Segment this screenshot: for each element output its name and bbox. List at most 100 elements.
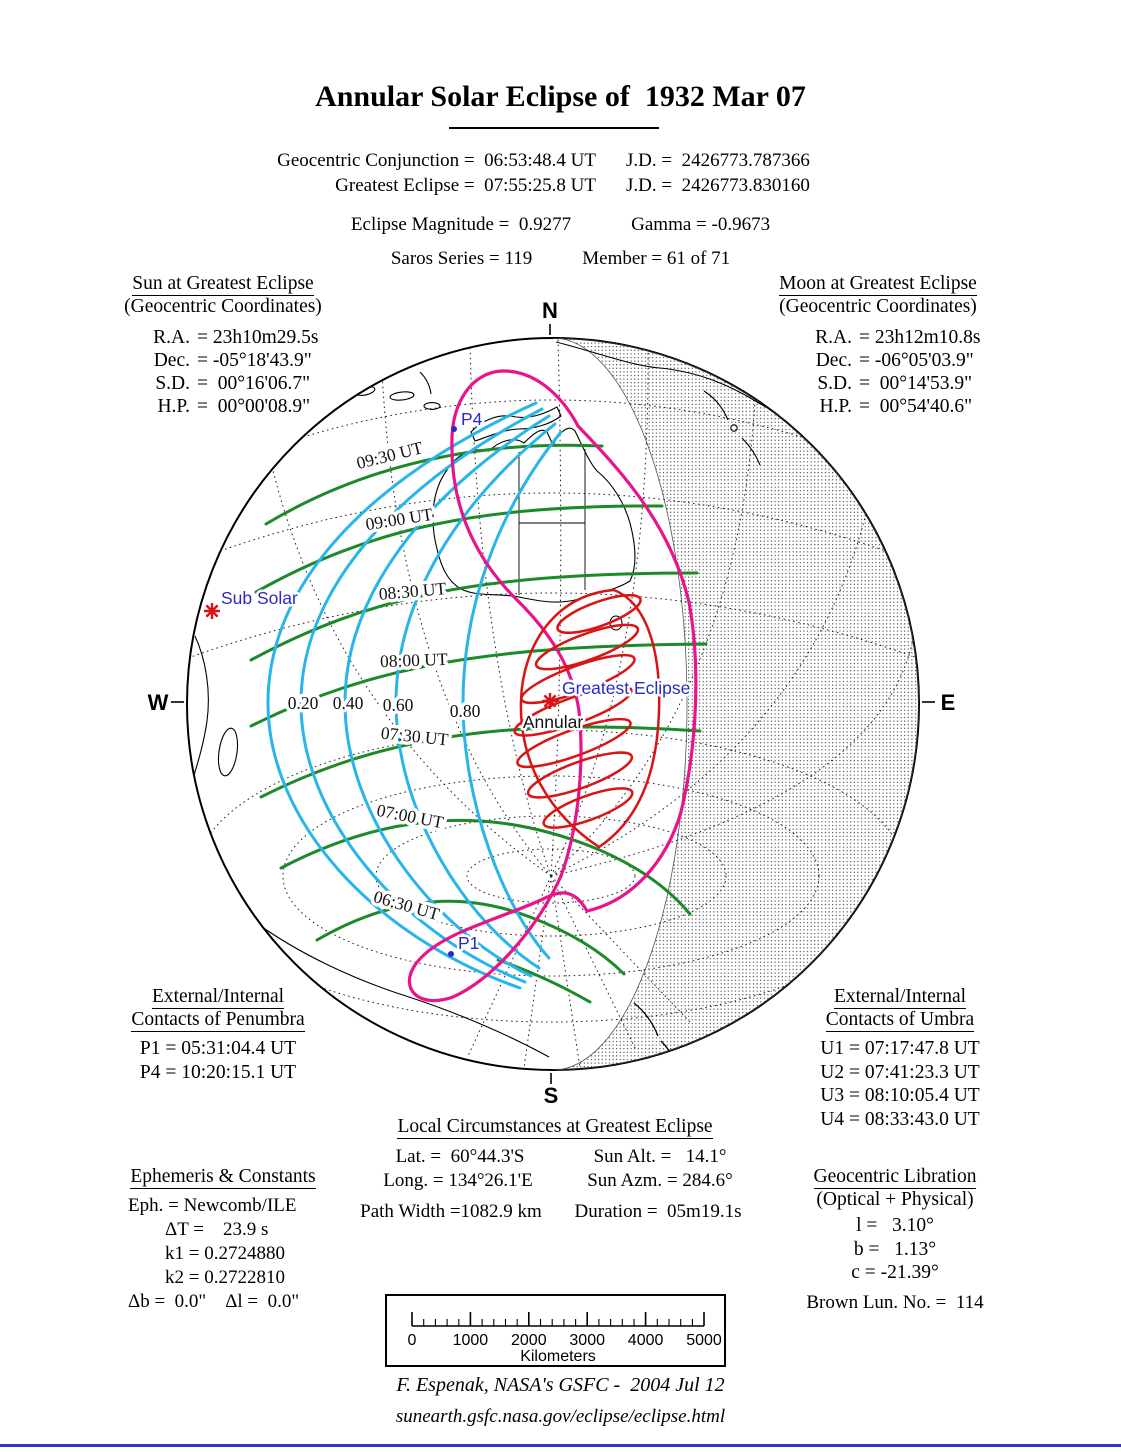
scale-major-ticks	[411, 1312, 705, 1326]
author-credit: F. Espenak, NASA's GSFC - 2004 Jul 12	[396, 1374, 725, 1396]
sun-ra-key: R.A.	[153, 327, 190, 348]
umbra-contacts-list: U1 = 07:17:47.8 UT U2 = 07:41:23.3 UT U3…	[775, 1037, 1025, 1131]
page-title: Annular Solar Eclipse of 1932 Mar 07	[315, 80, 806, 113]
greatest-eclipse-label: Greatest Eclipse	[562, 678, 690, 698]
p4-contact-time: P4 = 10:20:15.1 UT	[139, 1061, 297, 1083]
p1-label: P1	[458, 933, 479, 953]
u1-contact-time: U1 = 07:17:47.8 UT	[820, 1038, 980, 1059]
geocentric-conjunction: Geocentric Conjunction = 06:53:48.4 UT	[277, 150, 596, 171]
magnitude-label-060: 0.60	[383, 695, 414, 715]
saros-member: Member = 61 of 71	[582, 248, 731, 269]
magnitude-label-040: 0.40	[333, 693, 364, 713]
sun-ra-value: = 23h10m29.5s	[197, 327, 319, 348]
ephemeris-source: Eph. = Newcomb/ILE	[128, 1195, 297, 1216]
p1-point	[448, 951, 454, 957]
greatest-eclipse-marker	[540, 691, 560, 711]
scale-bar-ruler: 0 1000 2000 3000 4000 5000 Kilometers	[408, 1312, 722, 1365]
sun-hp-key: H.P.	[157, 396, 190, 417]
ephemeris-heading: Ephemeris & Constants	[130, 1166, 316, 1189]
umbra-contacts-heading: External/Internal Contacts of Umbra	[825, 986, 975, 1032]
bottom-rule	[0, 1444, 1121, 1447]
coast-madagascar	[217, 727, 239, 777]
penumbra-contacts-list: P1 = 05:31:04.4 UT P4 = 10:20:15.1 UT	[93, 1037, 343, 1084]
header-row-magnitude-gamma: Eclipse Magnitude = 0.9277 Gamma = -0.96…	[0, 214, 1121, 236]
moon-block-heading: Moon at Greatest Eclipse (Geocentric Coo…	[779, 273, 977, 317]
libration-l-value: l = 3.10°	[856, 1215, 934, 1236]
header-row-saros-member: Saros Series = 119 Member = 61 of 71	[0, 248, 1121, 270]
time-contours	[249, 443, 708, 1004]
latitude-value: Lat. = 60°44.3'S	[395, 1146, 525, 1167]
sun-coordinates: R.A. = 23h10m29.5s Dec. = -05°18'43.9" S.D…	[134, 326, 319, 418]
u4-contact-time: U4 = 08:33:43.0 UT	[820, 1108, 980, 1130]
antumbra-shadow-outlines	[513, 593, 642, 829]
magnitude-label-080: 0.80	[450, 701, 481, 721]
scale-minor-ticks	[423, 1319, 693, 1326]
moon-sd-value: = 00°14'53.9"	[859, 373, 973, 394]
sun-block-heading: Sun at Greatest Eclipse (Geocentric Coor…	[124, 273, 322, 317]
sun-dec-key: Dec.	[153, 350, 190, 371]
moon-block-subheading: (Geocentric Coordinates)	[779, 295, 977, 317]
moon-ra-key: R.A.	[815, 327, 852, 348]
australia-state-borders	[518, 449, 586, 595]
moon-coordinates: R.A. = 23h12m10.8s Dec. = -06°05'03.9" S.D…	[796, 326, 981, 418]
p4-point	[451, 426, 457, 432]
annular-label: Annular	[523, 712, 583, 732]
libration-heading: Geocentric Libration (Optical + Physical…	[813, 1166, 977, 1210]
path-width-value: Path Width =1082.9 km	[360, 1201, 542, 1222]
greatest-eclipse-jd: J.D. = 2426773.830160	[626, 175, 810, 196]
website-url: sunearth.gsfc.nasa.gov/eclipse/eclipse.h…	[395, 1406, 726, 1427]
eclipse-magnitude: Eclipse Magnitude = 0.9277	[350, 214, 572, 235]
brown-lunation-number: Brown Lun. No. = 114	[806, 1292, 984, 1313]
moon-sd-key: S.D.	[817, 373, 852, 394]
u3-contact-time: U3 = 08:10:05.4 UT	[820, 1085, 980, 1106]
scale-tick-2000: 2000	[511, 1332, 547, 1349]
scale-tick-0: 0	[408, 1332, 417, 1349]
sun-block-subheading: (Geocentric Coordinates)	[124, 295, 322, 317]
moon-ra-value: = 23h12m10.8s	[859, 327, 981, 348]
title-rule	[449, 127, 659, 129]
scale-tick-3000: 3000	[569, 1332, 605, 1349]
libration-c-value: c = -21.39°	[851, 1262, 939, 1283]
sun-hp-value: = 00°00'08.9"	[197, 396, 311, 417]
distance-scale-bar: 0 1000 2000 3000 4000 5000 Kilometers	[385, 1294, 726, 1367]
libration-values: l = 3.10° b = 1.13° c = -21.39°	[770, 1214, 1020, 1285]
compass-east-label: E	[941, 690, 956, 715]
coast-japan	[703, 390, 761, 466]
penumbra-contacts-heading: External/Internal Contacts of Penumbra	[131, 986, 305, 1032]
k1-value: k1 = 0.2724880	[165, 1243, 285, 1264]
moon-hp-key: H.P.	[819, 396, 852, 417]
gamma-value: Gamma = -0.9673	[631, 214, 771, 235]
libration-subheading: (Optical + Physical)	[816, 1188, 974, 1210]
moon-dec-key: Dec.	[815, 350, 852, 371]
scale-tick-5000: 5000	[686, 1332, 722, 1349]
saros-series: Saros Series = 119	[390, 248, 533, 269]
greatest-eclipse-time: Greatest Eclipse = 07:55:25.8 UT	[335, 175, 596, 196]
conjunction-jd: J.D. = 2426773.787366	[626, 150, 810, 171]
sun-altitude-value: Sun Alt. = 14.1°	[593, 1146, 727, 1167]
sub-solar-label: Sub Solar	[221, 588, 298, 608]
sun-sd-value: = 00°16'06.7"	[197, 373, 311, 394]
magnitude-contours	[266, 401, 563, 990]
libration-b-value: b = 1.13°	[853, 1238, 937, 1260]
delta-b-delta-l-values: Δb = 0.0" Δl = 0.0"	[128, 1291, 300, 1312]
delta-t-value: ΔT = 23.9 s	[165, 1219, 269, 1240]
annular-path-east-limit	[597, 588, 661, 849]
ut-label-0800: 08:00 UT	[380, 649, 449, 671]
sub-solar-marker	[202, 601, 222, 621]
header-data: Geocentric Conjunction = 06:53:48.4 UT J…	[240, 150, 870, 197]
annular-path	[513, 588, 661, 849]
p1-contact-time: P1 = 05:31:04.4 UT	[139, 1038, 297, 1059]
magnitude-label-020: 0.20	[288, 693, 319, 713]
k2-value: k2 = 0.2722810	[165, 1267, 285, 1288]
moon-dec-value: = -06°05'03.9"	[859, 350, 974, 371]
longitude-value: Long. = 134°26.1'E	[383, 1170, 533, 1191]
compass-north-label: N	[542, 298, 558, 323]
sun-azimuth-value: Sun Azm. = 284.6°	[587, 1170, 733, 1191]
scale-unit-label: Kilometers	[520, 1348, 596, 1365]
compass-south-label: S	[544, 1083, 559, 1108]
coast-antarctica	[254, 921, 550, 1058]
duration-value: Duration = 05m19.1s	[574, 1201, 742, 1222]
moon-hp-value: = 00°54'40.6"	[859, 396, 973, 417]
